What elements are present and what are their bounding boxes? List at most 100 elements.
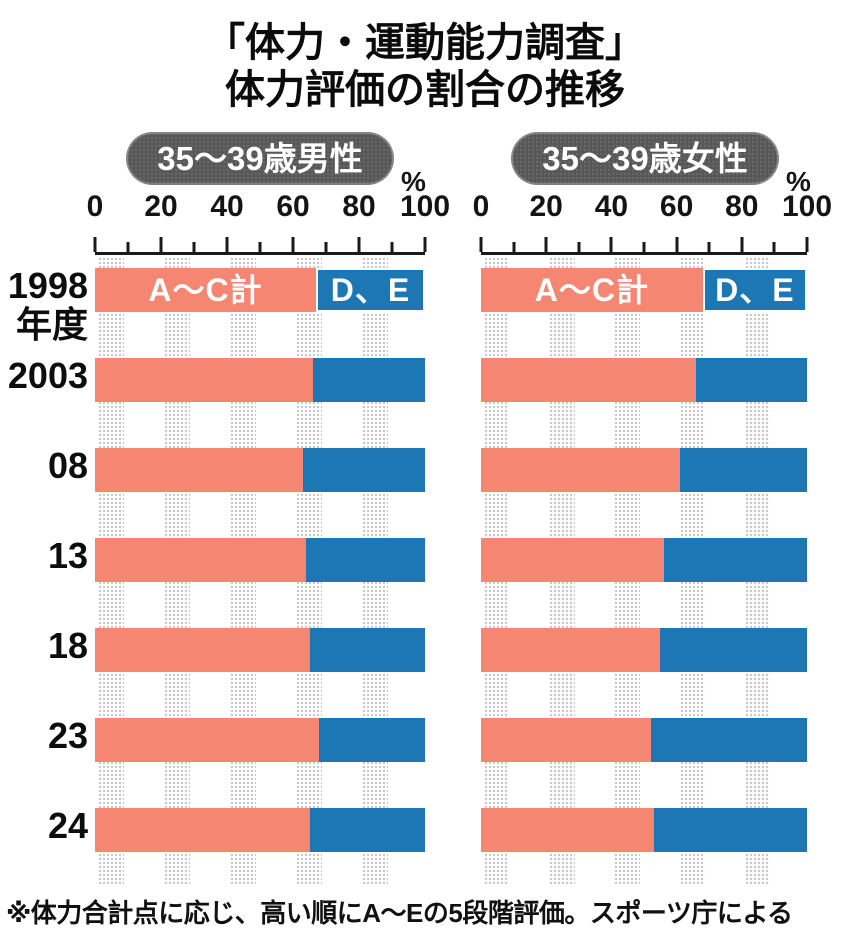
bar-segment-a-to-c xyxy=(95,538,307,582)
axis-tick xyxy=(642,242,646,252)
year-axis-label-line: 23 xyxy=(47,715,88,756)
bar-row xyxy=(95,448,425,492)
year-axis-label-line: 1998 xyxy=(7,265,88,306)
legend-label-a-to-c: A〜C計 xyxy=(148,272,263,308)
bar-segment-d-e xyxy=(309,628,425,672)
bar-row xyxy=(95,718,425,762)
bar-segment-d-e: D、E xyxy=(316,268,425,312)
year-axis-label: 08 xyxy=(0,446,88,485)
axis-tick xyxy=(159,237,163,252)
bar-segment-d-e xyxy=(679,448,807,492)
bar-segment-a-to-c xyxy=(481,448,680,492)
axis-tick xyxy=(479,237,483,252)
year-axis-label: 23 xyxy=(0,716,88,755)
axis-tick xyxy=(805,237,809,252)
bar-segment-a-to-c: A〜C計 xyxy=(95,268,317,312)
bar-row xyxy=(481,808,807,852)
bar-segment-a-to-c xyxy=(95,808,310,852)
x-tick-label: 60 xyxy=(659,190,694,223)
x-tick-label: 0 xyxy=(86,190,104,223)
bar-segment-d-e xyxy=(660,628,807,672)
legend-label-d-e: D、E xyxy=(715,272,795,308)
bar-segment-d-e: D、E xyxy=(702,268,807,312)
percent-unit-label-right: % xyxy=(786,166,811,197)
x-tick-label: 20 xyxy=(529,190,563,223)
bar-segment-d-e xyxy=(309,808,425,852)
axis-tick xyxy=(192,242,196,252)
x-tick-label: 40 xyxy=(594,190,629,223)
title-line-2: 体力評価の割合の推移 xyxy=(225,68,625,112)
bar-row xyxy=(95,358,425,402)
bar-segment-d-e xyxy=(302,448,425,492)
chart-male: 0 20 40 60 80 100 A〜C計 D、E xyxy=(87,0,450,938)
x-tick-label: 60 xyxy=(276,190,310,223)
x-axis xyxy=(93,237,427,255)
axis-tick xyxy=(740,237,744,252)
bar-row xyxy=(481,538,807,582)
year-axis-label: 13 xyxy=(0,536,88,575)
axis-tick xyxy=(675,237,679,252)
chart-female: 0 20 40 60 80 100 A〜C計 D、E xyxy=(473,0,832,938)
axis-tick xyxy=(258,242,262,252)
group-badge-female: 35〜39歳女性 xyxy=(511,132,779,185)
legend-label-a-to-c: A〜C計 xyxy=(534,272,649,308)
bar-segment-d-e xyxy=(696,358,807,402)
bar-segment-a-to-c xyxy=(95,448,303,492)
bar-row xyxy=(95,628,425,672)
axis-tick xyxy=(93,237,97,252)
year-axis-label: 18 xyxy=(0,626,88,665)
bar-segment-d-e xyxy=(663,538,807,582)
percent-unit-label-left: % xyxy=(401,166,426,197)
title-line-1: 「体力・運動能力調査」 xyxy=(205,21,645,65)
bar-segment-d-e xyxy=(650,718,807,762)
axis-tick xyxy=(577,242,581,252)
year-axis-label-line: 年度 xyxy=(15,304,88,345)
year-axis-label: 2003 xyxy=(0,356,88,395)
axis-tick xyxy=(544,237,548,252)
x-tick-label: 100 xyxy=(399,190,451,223)
bar-segment-a-to-c xyxy=(481,718,651,762)
bar-segment-a-to-c xyxy=(481,358,697,402)
year-axis-label-line: 2003 xyxy=(7,355,88,396)
bar-segment-d-e xyxy=(319,718,425,762)
year-axis-label-line: 18 xyxy=(47,625,88,666)
axis-tick xyxy=(357,237,361,252)
bar-segment-a-to-c xyxy=(481,628,661,672)
bar-segment-a-to-c xyxy=(95,358,313,402)
year-axis-label-line: 13 xyxy=(47,535,88,576)
axis-tick xyxy=(126,242,130,252)
x-tick-label: 80 xyxy=(725,190,759,223)
legend-label-d-e: D、E xyxy=(330,272,411,308)
bar-row xyxy=(481,628,807,672)
bar-segment-a-to-c xyxy=(481,538,664,582)
x-tick-label: 80 xyxy=(342,190,376,223)
bar-row: A〜C計 D、E xyxy=(95,268,425,312)
x-axis xyxy=(479,237,809,255)
bar-segment-d-e xyxy=(306,538,425,582)
bar-segment-a-to-c xyxy=(95,628,310,672)
chart-title: 「体力・運動能力調査」 体力評価の割合の推移 xyxy=(0,20,850,114)
group-badge-male: 35〜39歳男性 xyxy=(126,132,394,185)
axis-tick xyxy=(390,242,394,252)
year-axis-label: 24 xyxy=(0,806,88,845)
bar-row: A〜C計 D、E xyxy=(481,268,807,312)
x-tick-label: 40 xyxy=(210,190,244,223)
axis-tick xyxy=(225,237,229,252)
axis-tick xyxy=(609,237,613,252)
bar-segment-a-to-c xyxy=(481,808,654,852)
axis-tick xyxy=(772,242,776,252)
axis-tick xyxy=(291,237,295,252)
axis-tick xyxy=(423,237,427,252)
bar-segment-a-to-c: A〜C計 xyxy=(481,268,703,312)
year-axis-label: 1998 年度 xyxy=(0,266,88,344)
bar-row xyxy=(95,808,425,852)
bar-segment-d-e xyxy=(653,808,807,852)
year-axis-label-line: 08 xyxy=(47,445,88,486)
axis-tick xyxy=(324,242,328,252)
bar-row xyxy=(481,448,807,492)
x-tick-label: 20 xyxy=(144,190,178,223)
axis-tick xyxy=(707,242,711,252)
x-tick-label: 100 xyxy=(781,190,833,223)
axis-tick xyxy=(512,242,516,252)
